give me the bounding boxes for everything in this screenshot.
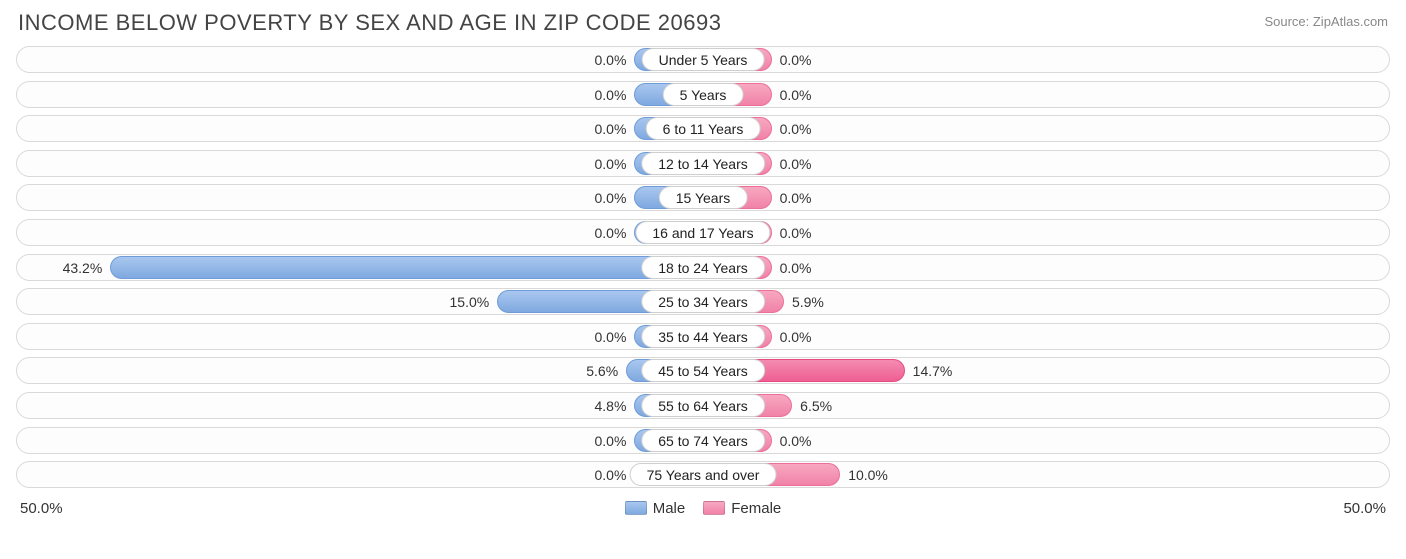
- diverging-bar-chart: INCOME BELOW POVERTY BY SEX AND AGE IN Z…: [0, 0, 1406, 559]
- legend-female: Female: [703, 500, 781, 517]
- category-label: 5 Years: [663, 83, 744, 106]
- male-value: 43.2%: [63, 255, 103, 282]
- female-value: 0.0%: [780, 220, 812, 247]
- legend-male: Male: [625, 500, 686, 517]
- female-value: 0.0%: [780, 428, 812, 455]
- chart-row: 0.0% 0.0% 6 to 11 Years: [16, 115, 1390, 142]
- male-value: 0.0%: [594, 116, 626, 143]
- male-value: 0.0%: [594, 151, 626, 178]
- chart-row: 0.0% 0.0% 65 to 74 Years: [16, 427, 1390, 454]
- female-value: 0.0%: [780, 116, 812, 143]
- female-value: 0.0%: [780, 47, 812, 74]
- category-label: 65 to 74 Years: [641, 429, 765, 452]
- category-label: 15 Years: [659, 186, 748, 209]
- chart-source: Source: ZipAtlas.com: [1264, 14, 1388, 29]
- male-value: 15.0%: [450, 289, 490, 316]
- category-label: 45 to 54 Years: [641, 359, 765, 382]
- chart-row: 0.0% 10.0% 75 Years and over: [16, 461, 1390, 488]
- chart-row: 43.2% 0.0% 18 to 24 Years: [16, 254, 1390, 281]
- female-value: 6.5%: [800, 393, 832, 420]
- swatch-female-icon: [703, 501, 725, 515]
- legend-male-label: Male: [653, 500, 686, 517]
- female-value: 5.9%: [792, 289, 824, 316]
- category-label: Under 5 Years: [642, 48, 765, 71]
- female-value: 0.0%: [780, 151, 812, 178]
- male-value: 0.0%: [594, 185, 626, 212]
- male-value: 0.0%: [594, 220, 626, 247]
- chart-row: 4.8% 6.5% 55 to 64 Years: [16, 392, 1390, 419]
- chart-row: 0.0% 0.0% 12 to 14 Years: [16, 150, 1390, 177]
- chart-row: 0.0% 0.0% 5 Years: [16, 81, 1390, 108]
- chart-row: 15.0% 5.9% 25 to 34 Years: [16, 288, 1390, 315]
- male-value: 0.0%: [594, 47, 626, 74]
- chart-row: 5.6% 14.7% 45 to 54 Years: [16, 357, 1390, 384]
- female-value: 0.0%: [780, 255, 812, 282]
- chart-title: INCOME BELOW POVERTY BY SEX AND AGE IN Z…: [18, 10, 721, 36]
- female-value: 14.7%: [913, 358, 953, 385]
- axis-right-max: 50.0%: [1343, 500, 1386, 517]
- category-label: 75 Years and over: [630, 463, 777, 486]
- male-value: 5.6%: [586, 358, 618, 385]
- chart-footer: 50.0% Male Female 50.0%: [14, 496, 1392, 517]
- chart-row: 0.0% 0.0% 35 to 44 Years: [16, 323, 1390, 350]
- legend: Male Female: [625, 500, 782, 517]
- chart-row: 0.0% 0.0% 16 and 17 Years: [16, 219, 1390, 246]
- category-label: 35 to 44 Years: [641, 325, 765, 348]
- category-label: 25 to 34 Years: [641, 290, 765, 313]
- male-value: 0.0%: [594, 82, 626, 109]
- legend-female-label: Female: [731, 500, 781, 517]
- chart-row: 0.0% 0.0% Under 5 Years: [16, 46, 1390, 73]
- category-label: 16 and 17 Years: [635, 221, 770, 244]
- swatch-male-icon: [625, 501, 647, 515]
- male-value: 0.0%: [594, 428, 626, 455]
- axis-left-max: 50.0%: [20, 500, 63, 517]
- male-value: 4.8%: [594, 393, 626, 420]
- female-value: 0.0%: [780, 82, 812, 109]
- female-value: 0.0%: [780, 185, 812, 212]
- female-value: 0.0%: [780, 324, 812, 351]
- male-value: 0.0%: [594, 462, 626, 489]
- category-label: 6 to 11 Years: [646, 117, 761, 140]
- female-value: 10.0%: [848, 462, 888, 489]
- male-value: 0.0%: [594, 324, 626, 351]
- male-bar: [110, 256, 703, 279]
- category-label: 12 to 14 Years: [641, 152, 765, 175]
- category-label: 18 to 24 Years: [641, 256, 765, 279]
- chart-header: INCOME BELOW POVERTY BY SEX AND AGE IN Z…: [14, 10, 1392, 36]
- chart-rows: 0.0%0.0%Under 5 Years0.0%0.0%5 Years0.0%…: [14, 46, 1392, 488]
- category-label: 55 to 64 Years: [641, 394, 765, 417]
- chart-row: 0.0% 0.0% 15 Years: [16, 184, 1390, 211]
